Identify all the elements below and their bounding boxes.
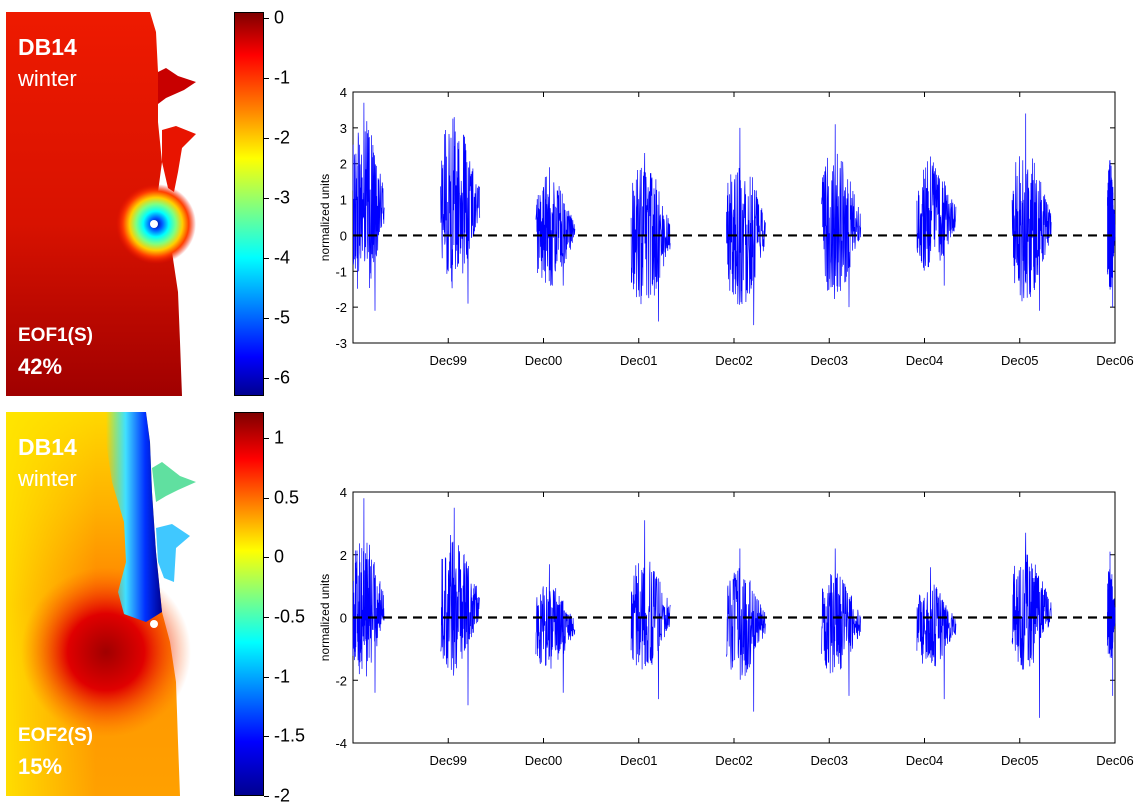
variance-label: 15%: [18, 754, 63, 779]
colorbar-tick-label: -1: [274, 67, 291, 88]
y-axis-title: normalized units: [318, 174, 332, 261]
site-label: DB14: [18, 434, 77, 460]
x-tick-label: Dec01: [620, 353, 658, 368]
site-label: DB14: [18, 34, 77, 60]
colorbar-tick-mark: [264, 617, 269, 619]
colorbar-tick-label: -5: [274, 307, 291, 328]
series-segment: [630, 520, 671, 700]
colorbar-tick-mark: [264, 18, 269, 19]
eof2-timeseries-chart: -4 -2 0 2 4 Dec99 Dec00 Dec01 Dec02 Dec03 Dec04 Dec…: [310, 478, 1140, 800]
colorbar-tick-mark: [264, 78, 269, 79]
colorbar-tick-label: -4: [274, 247, 291, 268]
colorbar-tick-mark: [264, 736, 269, 738]
series-segment: [535, 167, 576, 286]
x-tick-label: Dec05: [1001, 753, 1039, 768]
y-tick-label: 2: [340, 157, 347, 172]
y-tick-label: -2: [335, 673, 347, 688]
panel-eof2: DB14 winter EOF2(S) 15% 1 0.5 0 -0.5 -1 -1.5-…: [0, 400, 1144, 806]
y-tick-label: 4: [340, 485, 347, 500]
season-label: winter: [18, 466, 77, 491]
eof1-chart-svg: -3 -2 -1 0 1 2 3 4 Dec99 Dec00 Dec01 Dec02 Dec03 Dec0…: [318, 85, 1134, 368]
colorbar-tick-mark: [264, 318, 269, 319]
variance-label: 42%: [18, 354, 63, 379]
y-axis-title: normalized units: [318, 574, 332, 661]
y-tick-label: -1: [335, 264, 347, 279]
series-segment: [352, 498, 385, 693]
eof1-timeseries-chart: -3 -2 -1 0 1 2 3 4 Dec99 Dec00 Dec01 Dec02 Dec03 Dec0…: [310, 78, 1140, 400]
series-segment: [1011, 532, 1052, 718]
colorbar-tick-label: -2: [274, 127, 291, 148]
series-segment: [1107, 551, 1116, 696]
mode-label: EOF1(S): [18, 325, 93, 346]
eof1-spatial-map: DB14 winter EOF1(S) 42%: [6, 12, 206, 396]
series-segment: [1107, 160, 1116, 308]
colorbar-tick-mark: [264, 198, 269, 199]
x-tick-label: Dec00: [525, 753, 563, 768]
panel-eof1: DB14 winter EOF1(S) 42% 0 -1 -2 -3 -4 -5 -6 -3…: [0, 0, 1144, 400]
series-segment: [821, 124, 862, 308]
y-tick-label: -4: [335, 736, 347, 751]
y-tick-label: 0: [340, 611, 347, 626]
x-tick-label: Dec06: [1096, 353, 1134, 368]
colorbar-tick-label: 0: [274, 546, 285, 567]
series-segment: [440, 117, 481, 304]
series-segment: [352, 102, 385, 311]
colorbar-tick-mark: [264, 796, 269, 797]
colorbar-tick-label: -1: [274, 666, 291, 687]
eof2-map-image: [6, 412, 196, 796]
season-label: winter: [18, 66, 77, 91]
x-tick-label: Dec02: [715, 353, 753, 368]
series-segment: [916, 156, 957, 286]
x-tick-label: Dec06: [1096, 753, 1134, 768]
colorbar-tick-label: -6: [274, 367, 291, 388]
x-tick-label: Dec04: [906, 753, 944, 768]
colorbar-tick-label: -3: [274, 187, 291, 208]
mode-label: EOF2(S): [18, 725, 93, 746]
x-tick-label: Dec03: [810, 353, 848, 368]
x-tick-label: Dec00: [525, 353, 563, 368]
colorbar-tick-mark: [264, 378, 269, 379]
colorbar-tick-label: -2: [274, 785, 291, 806]
x-tick-label: Dec05: [1001, 353, 1039, 368]
x-tick-label: Dec03: [810, 753, 848, 768]
series-segment: [630, 152, 671, 322]
colorbar-tick-label: -1.5: [274, 725, 306, 746]
x-tick-label: Dec99: [429, 753, 467, 768]
y-tick-label: 2: [340, 548, 347, 563]
colorbar-tick-label: 1: [274, 427, 285, 448]
colorbar-tick-mark: [264, 557, 269, 559]
x-tick-label: Dec04: [906, 353, 944, 368]
colorbar-tick-mark: [264, 258, 269, 259]
series-segment: [535, 564, 576, 693]
series-segment: [916, 567, 957, 700]
colorbar-tick-mark: [264, 138, 269, 139]
eof2-spatial-map: DB14 winter EOF2(S) 15%: [6, 412, 206, 796]
colorbar-tick-mark: [264, 438, 269, 440]
colorbar-tick-mark: [264, 676, 269, 678]
y-tick-label: -3: [335, 336, 347, 351]
y-tick-label: 4: [340, 85, 347, 100]
eof1-colorbar: [234, 12, 264, 396]
eof2-colorbar: [234, 412, 264, 796]
y-tick-label: -2: [335, 300, 347, 315]
x-tick-label: Dec99: [429, 353, 467, 368]
eof1-map-image: [6, 12, 196, 396]
x-tick-label: Dec02: [715, 753, 753, 768]
series-segment: [1011, 113, 1052, 311]
colorbar-tick-label: -0.5: [274, 606, 306, 627]
series-segment: [726, 127, 766, 326]
eof1-colorbar-ticks: 0 -1 -2 -3 -4 -5 -6: [264, 8, 324, 396]
y-tick-label: 0: [340, 228, 347, 243]
x-tick-label: Dec01: [620, 753, 658, 768]
colorbar-tick-mark: [264, 497, 269, 499]
colorbar-tick-label: 0.5: [274, 487, 300, 508]
y-tick-label: 1: [340, 193, 347, 208]
colorbar-tick-label: 0: [274, 7, 285, 28]
eof2-chart-svg: -4 -2 0 2 4 Dec99 Dec00 Dec01 Dec02 Dec03 Dec04 Dec…: [318, 485, 1134, 768]
y-tick-label: 3: [340, 121, 347, 136]
